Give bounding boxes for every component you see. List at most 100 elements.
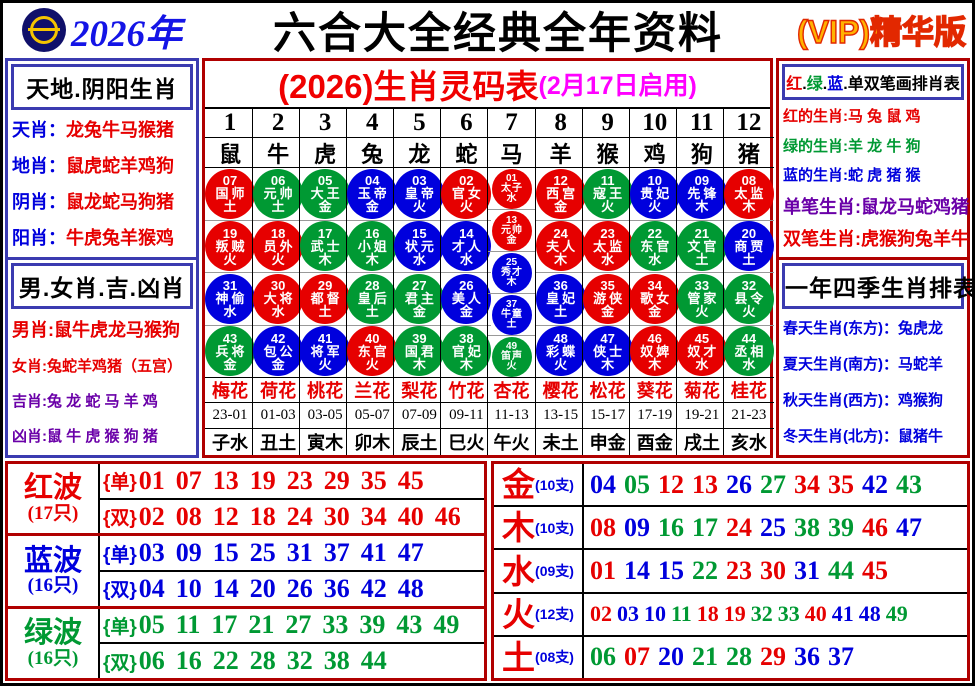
panel-title-segment: 绿 bbox=[806, 76, 823, 93]
ball-title: 寇王 bbox=[593, 186, 626, 202]
column-number: 7 bbox=[488, 109, 535, 138]
ball-slot: 03 皇帝火 bbox=[394, 168, 445, 220]
ball-element: 金 bbox=[412, 304, 426, 320]
wave-color-table: 红波 (17只) {单} 01 07 13 19 23 29 35 45 {双} 02 08 12 18 24 3… bbox=[5, 461, 487, 681]
ball-slot: 25 秀才木 bbox=[488, 251, 535, 293]
ball-number: 16 bbox=[365, 225, 380, 241]
wave-number: 13 bbox=[212, 465, 239, 495]
ball-title: 国师 bbox=[215, 186, 248, 202]
ball-element: 火 bbox=[223, 251, 237, 267]
flower-cell: 梨花 bbox=[394, 378, 445, 403]
ball-number: 04 bbox=[365, 173, 380, 189]
color-stroke-row: 蓝的生肖:蛇 虎 猪 猴 bbox=[783, 167, 963, 185]
ball-number: 48 bbox=[553, 330, 568, 346]
ball-number: 13 bbox=[505, 214, 518, 226]
number-ball-23: 23 太监水 bbox=[582, 221, 633, 272]
male-female-label: 女肖: bbox=[12, 358, 47, 376]
ball-number: 37 bbox=[505, 298, 518, 310]
number-ball-12: 12 西宫金 bbox=[535, 168, 586, 219]
element-number: 26 bbox=[726, 469, 752, 499]
element-count: (10支) bbox=[535, 476, 574, 493]
odd-even-tag: {单} bbox=[103, 616, 137, 638]
ball-element: 木 bbox=[506, 276, 517, 288]
male-female-value: 鼠 牛 虎 猴 狗 猪 bbox=[47, 428, 158, 446]
ball-slot: 18 员外火 bbox=[253, 219, 304, 273]
male-female-value: 兔 龙 蛇 马 羊 鸡 bbox=[47, 393, 158, 411]
ball-element: 金 bbox=[601, 304, 615, 320]
element-count: (10支) bbox=[535, 519, 574, 536]
number-ball-30: 30 大将水 bbox=[253, 273, 304, 324]
wave-number: 05 bbox=[138, 610, 165, 640]
four-seasons-panel: 一年四季生肖排表 春天生肖(东方)：兔虎龙 夏天生肖(南方)：马蛇羊 秋天生肖(西方… bbox=[779, 256, 972, 456]
panel-title-segment: . bbox=[822, 76, 828, 93]
male-female-rows: 男肖:鼠牛虎龙马猴狗 女肖:兔蛇羊鸡猪（五宫） 吉肖:兔 龙 蛇 马 羊 鸡凶肖:鼠… bbox=[8, 312, 196, 456]
ball-title: 歌女 bbox=[640, 291, 673, 307]
ball-title: 商贾 bbox=[734, 238, 767, 254]
ball-number: 24 bbox=[553, 225, 568, 241]
earthly-branch-cell: 卯木 bbox=[354, 433, 391, 453]
element-numbers: 01 14 15 22 23 30 31 44 45 bbox=[584, 550, 967, 591]
ball-number: 30 bbox=[270, 278, 286, 294]
flower-cell: 荷花 bbox=[253, 378, 304, 403]
number-ball-04: 04 玉帝金 bbox=[347, 168, 398, 219]
ball-title: 大王 bbox=[310, 186, 343, 202]
male-female-row: 女肖:兔蛇羊鸡猪（五宫） bbox=[12, 358, 192, 376]
ball-title: 游侠 bbox=[593, 291, 626, 307]
ball-element: 火 bbox=[506, 360, 517, 372]
male-female-label: 凶肖: bbox=[12, 428, 47, 446]
wave-number: 22 bbox=[212, 646, 239, 676]
column-number: 1 bbox=[205, 109, 255, 138]
element-number: 09 bbox=[624, 512, 650, 542]
ball-number: 22 bbox=[647, 225, 662, 241]
ball-number: 20 bbox=[741, 225, 757, 241]
hour-range-cell: 15-17 bbox=[582, 403, 633, 429]
sky-earth-row: 阴肖：鼠龙蛇马狗猪 bbox=[12, 192, 192, 213]
ball-title: 官女 bbox=[451, 186, 484, 202]
wave-number: 39 bbox=[359, 610, 386, 640]
element-name: 火 bbox=[502, 595, 536, 633]
element-numbers: 04 05 12 13 26 27 34 35 42 43 bbox=[584, 464, 967, 505]
sky-earth-rows: 天肖：龙兔牛马猴猪 地肖：鼠虎蛇羊鸡狗 阴肖：鼠龙蛇马狗猪 阳肖：牛虎兔羊猴鸡 bbox=[8, 113, 196, 257]
ball-element: 金 bbox=[648, 304, 662, 320]
number-ball-03: 03 皇帝火 bbox=[394, 168, 445, 219]
ball-number: 35 bbox=[600, 278, 615, 294]
ball-title: 皇帝 bbox=[404, 186, 437, 202]
panel-title: 天地.阴阳生肖 bbox=[11, 64, 193, 110]
flower-cell: 桂花 bbox=[723, 378, 774, 403]
ball-element: 土 bbox=[506, 318, 517, 330]
element-number: 31 bbox=[794, 556, 820, 585]
wave-number: 15 bbox=[212, 538, 239, 568]
ball-element: 金 bbox=[365, 199, 379, 215]
wave-numbers: 03 09 15 25 31 37 41 47 bbox=[139, 538, 424, 568]
ball-slot: 14 才人水 bbox=[441, 219, 492, 273]
element-number: 41 bbox=[831, 601, 854, 627]
ball-title: 县令 bbox=[734, 291, 767, 307]
ball-slot: 11 寇王火 bbox=[582, 168, 633, 220]
color-stroke-panel: 红.绿.蓝.单双笔画排肖表 红的生肖:马 兔 鼠 鸡绿的生肖:羊 龙 牛 狗蓝的… bbox=[779, 61, 969, 257]
hour-range-cell: 09-11 bbox=[441, 403, 492, 429]
ball-slot: 36 皇妃土 bbox=[535, 272, 586, 325]
ball-title: 君主 bbox=[404, 291, 437, 307]
wave-number-row: {双} 06 16 22 28 32 38 44 bbox=[100, 642, 484, 678]
ball-slot: 42 包公金 bbox=[253, 324, 304, 378]
wave-number: 21 bbox=[248, 610, 275, 640]
ball-element: 木 bbox=[695, 199, 709, 215]
zodiac-animal: 羊 bbox=[535, 138, 586, 168]
element-row-火: 火 (12支) 02 03 10 11 18 19 32 33 40 41 48 49 bbox=[494, 591, 967, 635]
number-ball-48: 48 彩蝶火 bbox=[535, 326, 586, 377]
number-ball-05: 05 大王金 bbox=[300, 168, 351, 219]
wave-number: 37 bbox=[323, 538, 350, 568]
wave-number-row: {双} 02 08 12 18 24 30 34 40 46 bbox=[100, 497, 484, 534]
ball-slot: 33 管家火 bbox=[676, 272, 727, 325]
ball-title: 贵妃 bbox=[640, 186, 673, 202]
color-stroke-row: 双笔生肖:虎猴狗兔羊牛 bbox=[783, 229, 969, 250]
season-value: 鸡猴狗 bbox=[898, 391, 944, 409]
ball-number: 26 bbox=[459, 278, 474, 294]
element-number: 07 bbox=[624, 642, 650, 672]
ball-element: 水 bbox=[506, 192, 517, 204]
column-number: 12 bbox=[723, 109, 774, 138]
earthly-branch-cell: 戌土 bbox=[683, 433, 720, 453]
odd-even-tag: {双} bbox=[103, 652, 137, 674]
wave-count: (17只) bbox=[27, 502, 79, 524]
ball-title: 都督 bbox=[310, 291, 343, 307]
